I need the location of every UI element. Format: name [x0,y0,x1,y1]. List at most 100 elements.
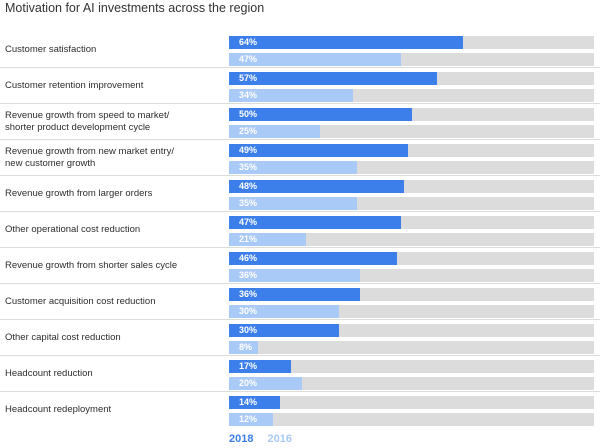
data-label: 34% [239,90,258,100]
bar-track: 30% [229,305,594,318]
bar-track: 57% [229,72,594,85]
bar-group: Revenue growth from shorter sales cycle 4… [0,248,600,284]
bar-2018: 48% [229,180,405,193]
data-label: 8% [239,342,253,352]
row-divider [0,283,600,284]
data-label: 20% [239,378,258,388]
row-divider [0,355,600,356]
bar-track: 21% [229,233,594,246]
bar-group: Revenue growth from new market entry/ ne… [0,140,600,176]
bar-2016: 8% [229,341,259,354]
data-label: 48% [239,181,258,191]
bar-2016: 20% [229,377,302,390]
bar-2016: 47% [229,53,401,66]
bar-2016: 12% [229,413,273,426]
bar-track: 14% [229,396,594,409]
bar-track: 12% [229,413,594,426]
data-label: 21% [239,234,258,244]
data-label: 30% [239,306,258,316]
bar-2018: 14% [229,396,281,409]
data-label: 50% [239,109,258,119]
chart-title: Motivation for AI investments across the… [5,1,265,15]
data-label: 30% [239,325,258,335]
row-divider [0,139,600,140]
row-divider [0,103,600,104]
bar-group: Headcount reduction 17% 20% [0,356,600,392]
bar-track: 35% [229,197,594,210]
bar-track: 64% [229,36,594,49]
data-label: 36% [239,289,258,299]
row-divider [0,319,600,320]
bar-2016: 35% [229,161,357,174]
bar-group: Customer satisfaction 64% 47% [0,32,600,68]
category-label: Revenue growth from speed to market/ sho… [5,110,170,133]
bar-track: 34% [229,89,594,102]
category-label: Headcount redeployment [5,404,112,415]
bar-group: Other capital cost reduction 30% 8% [0,320,600,356]
bar-group: Customer acquisition cost reduction 36% 30… [0,284,600,320]
bar-2016: 36% [229,269,361,282]
bar-group: Customer retention improvement 57% 34% [0,68,600,104]
bar-group: Revenue growth from speed to market/ sho… [0,104,600,140]
bar-track: 30% [229,324,594,337]
bar-2018: 49% [229,144,408,157]
data-label: 57% [239,73,258,83]
bar-track: 46% [229,252,594,265]
category-label: Other capital cost reduction [5,332,121,343]
bar-track: 36% [229,288,594,301]
legend-item-2018: 2018 [229,433,254,445]
bar-group: Headcount redeployment 14% 12% [0,392,600,428]
category-label: Revenue growth from larger orders [5,188,153,199]
data-label: 47% [239,54,258,64]
bar-2016: 30% [229,305,339,318]
category-label: Customer retention improvement [5,80,144,91]
bar-track: 17% [229,360,594,373]
bar-2016: 25% [229,125,321,138]
data-label: 25% [239,126,258,136]
bar-2016: 35% [229,197,357,210]
row-divider [0,175,600,176]
bar-track: 50% [229,108,594,121]
bar-track: 47% [229,53,594,66]
category-label: Other operational cost reduction [5,224,141,235]
category-label: Customer acquisition cost reduction [5,296,156,307]
legend: 2018 2016 [229,432,292,446]
bar-2018: 36% [229,288,361,301]
data-label: 12% [239,414,258,424]
bar-2018: 30% [229,324,339,337]
bar-track: 8% [229,341,594,354]
row-divider [0,391,600,392]
bar-2018: 64% [229,36,463,49]
data-label: 36% [239,270,258,280]
data-label: 64% [239,37,258,47]
data-label: 35% [239,162,258,172]
category-label: Revenue growth from shorter sales cycle [5,260,178,271]
bar-2016: 21% [229,233,306,246]
bar-track: 48% [229,180,594,193]
bar-2018: 57% [229,72,438,85]
data-label: 14% [239,397,258,407]
bar-group: Revenue growth from larger orders 48% 35% [0,176,600,212]
bar-group: Other operational cost reduction 47% 21% [0,212,600,248]
bar-track: 35% [229,161,594,174]
bar-2018: 46% [229,252,397,265]
bar-track: 25% [229,125,594,138]
category-label: Revenue growth from new market entry/ ne… [5,146,174,169]
bar-track: 49% [229,144,594,157]
data-label: 49% [239,145,258,155]
bar-2018: 17% [229,360,292,373]
bar-2018: 47% [229,216,401,229]
data-label: 17% [239,361,258,371]
category-label: Headcount reduction [5,368,93,379]
data-label: 47% [239,217,258,227]
legend-item-2016: 2016 [267,433,292,445]
bar-2016: 34% [229,89,354,102]
row-divider [0,211,600,212]
data-label: 46% [239,253,258,263]
bar-track: 47% [229,216,594,229]
bar-track: 20% [229,377,594,390]
category-label: Customer satisfaction [5,44,97,55]
bar-2018: 50% [229,108,412,121]
row-divider [0,247,600,248]
row-divider [0,67,600,68]
